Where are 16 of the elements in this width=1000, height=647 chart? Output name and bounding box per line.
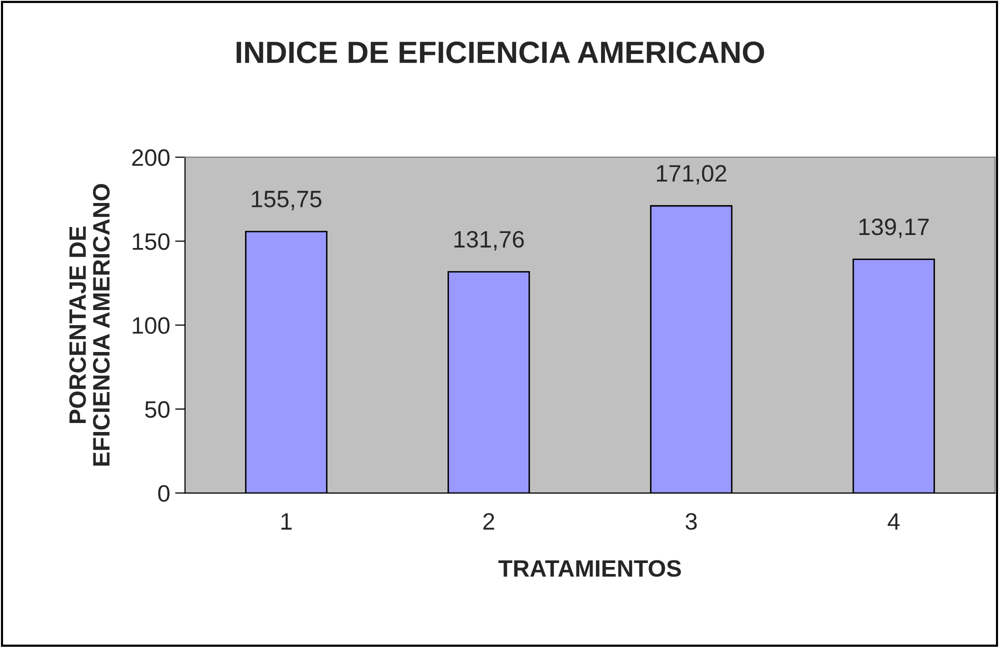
- y-tick-label: 150: [132, 233, 170, 250]
- y-tick-label: 100: [132, 317, 170, 334]
- y-tick-label: 0: [158, 485, 170, 502]
- x-tick-label: 3: [686, 513, 697, 530]
- data-label: 131,76: [454, 230, 524, 250]
- x-axis-title: TRATAMIENTOS: [498, 560, 681, 577]
- y-axis-title: PORCENTAJE DE EFICIENCIA AMERICANO: [69, 184, 110, 466]
- x-tick-label: 2: [483, 513, 494, 530]
- data-label: 139,17: [859, 218, 929, 238]
- x-tick-label: 4: [888, 513, 900, 530]
- data-label: 155,75: [252, 190, 322, 210]
- x-tick-label: 1: [281, 513, 292, 530]
- data-label: 171,02: [656, 165, 726, 185]
- y-tick-label: 50: [145, 401, 170, 418]
- chart-title: INDICE DE EFICIENCIA AMERICANO: [236, 42, 764, 64]
- y-tick-label: 200: [132, 149, 170, 166]
